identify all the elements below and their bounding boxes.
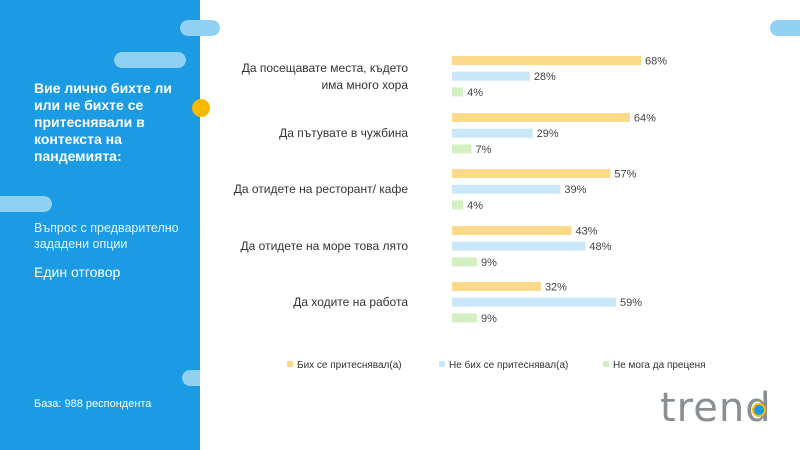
decorative-pill (182, 370, 200, 386)
bar (452, 128, 533, 138)
data-label: 32% (545, 282, 567, 294)
decorative-pill (180, 20, 220, 36)
category-label: Да отидете на ресторант/ кафе (234, 182, 409, 196)
data-label: 4% (467, 200, 483, 212)
legend-swatch (603, 361, 609, 367)
question-type: Въпрос с предварително зададени опции (34, 221, 179, 251)
data-label: 29% (537, 128, 559, 140)
bar (452, 71, 530, 81)
data-label: 48% (589, 241, 611, 253)
bar (452, 257, 478, 267)
question-text: Вие лично бихте ли или не бихте се прите… (34, 80, 172, 164)
bar (452, 113, 630, 122)
sidebar: Вие лично бихте ли или не бихте се прите… (0, 0, 200, 450)
bar (452, 226, 572, 235)
bar (452, 200, 464, 210)
bar (452, 184, 561, 194)
data-label: 7% (475, 144, 491, 156)
category-label: Да ходите на работа (293, 295, 408, 309)
bar (452, 56, 641, 65)
decorative-pill (0, 196, 52, 212)
accent-dot (192, 99, 210, 117)
bar (452, 282, 541, 291)
bar (452, 144, 472, 154)
decorative-pill (770, 20, 800, 36)
bar (452, 313, 478, 323)
category-label: Да посещавате места, където (242, 61, 409, 75)
base-respondents: База: 988 респондента (34, 398, 152, 410)
category-label: Да отидете на море това лято (241, 239, 409, 253)
bar (452, 169, 611, 178)
legend-label: Не бих се притеснявал(а) (449, 359, 568, 371)
legend-label: Не мога да преценя (613, 360, 706, 371)
legend-swatch (287, 361, 293, 367)
bar (452, 297, 616, 307)
bar-chart: Да посещавате места, където има много хор… (234, 56, 706, 372)
category-label: има много хора (321, 78, 408, 92)
data-label: 9% (481, 313, 497, 325)
bar (452, 241, 586, 251)
data-label: 4% (467, 87, 483, 99)
legend-label: Бих се притеснявал(а) (297, 360, 402, 371)
bar (452, 87, 464, 97)
data-label: 57% (614, 169, 636, 181)
logo-mark-icon (752, 403, 766, 417)
data-label: 68% (645, 56, 667, 68)
data-label: 9% (481, 257, 497, 269)
answer-type: Един отговор (34, 264, 121, 280)
data-label: 43% (576, 226, 598, 238)
category-label: Да пътувате в чужбина (279, 126, 408, 140)
data-label: 64% (634, 113, 656, 125)
legend-swatch (439, 361, 445, 367)
data-label: 59% (620, 297, 642, 309)
data-label: 28% (534, 71, 556, 83)
data-label: 39% (564, 184, 586, 196)
decorative-pill (114, 52, 186, 68)
